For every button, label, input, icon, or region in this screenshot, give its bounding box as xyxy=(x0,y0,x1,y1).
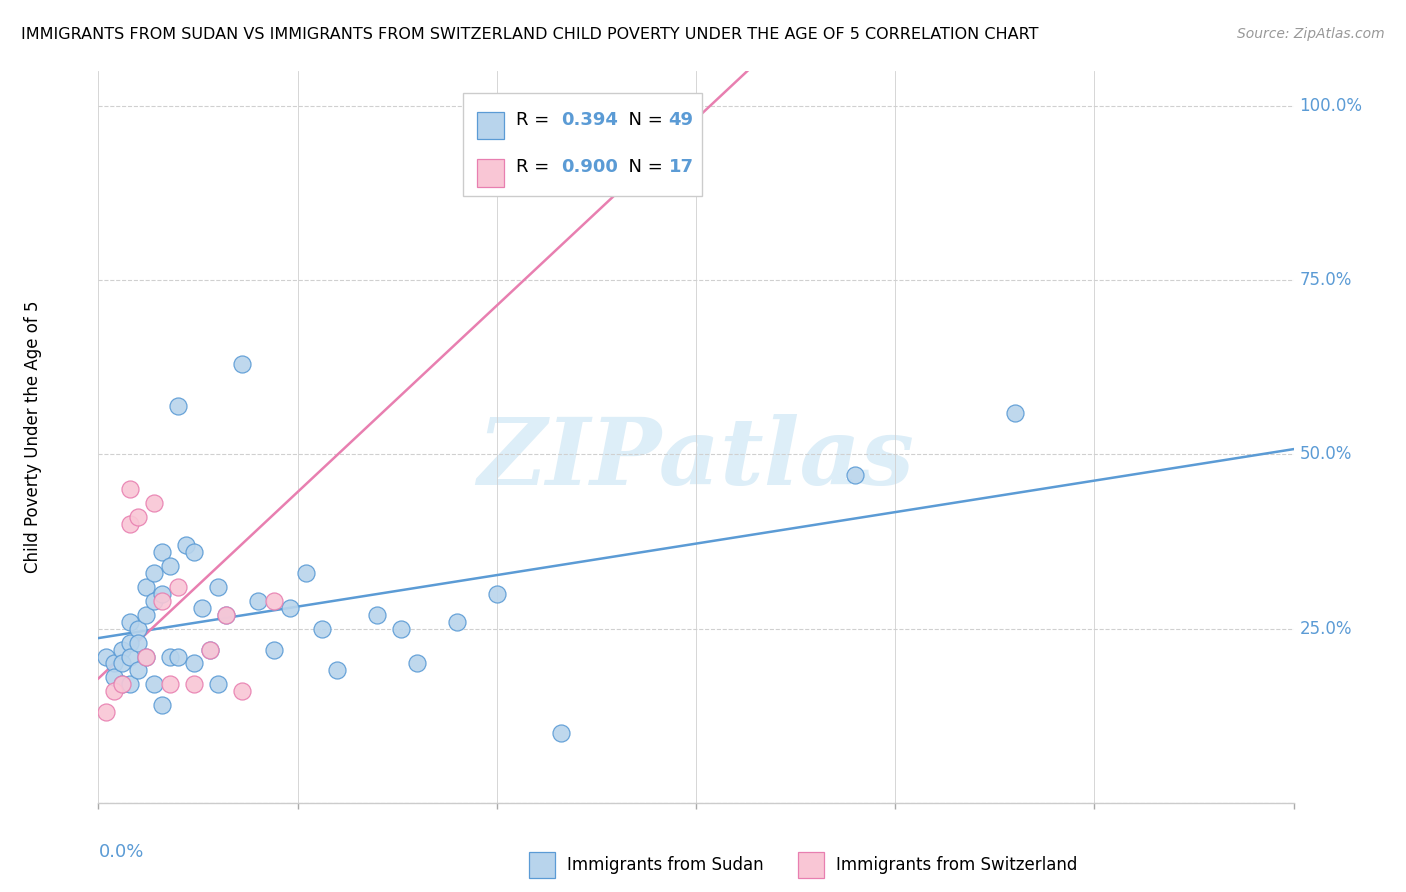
Point xyxy=(135,649,157,664)
Point xyxy=(167,399,190,413)
Text: 100.0%: 100.0% xyxy=(1299,97,1362,115)
Text: R =: R = xyxy=(516,111,554,129)
Point xyxy=(127,622,149,636)
Point xyxy=(215,607,238,622)
Point xyxy=(103,684,125,698)
Text: 0.394: 0.394 xyxy=(561,111,617,129)
FancyBboxPatch shape xyxy=(463,94,702,195)
Point xyxy=(605,99,627,113)
Point xyxy=(150,698,173,713)
Point xyxy=(263,642,285,657)
Point xyxy=(231,357,253,371)
Point xyxy=(150,545,173,559)
FancyBboxPatch shape xyxy=(477,112,503,139)
Point xyxy=(135,580,157,594)
Point xyxy=(111,642,134,657)
Point xyxy=(120,649,142,664)
Point xyxy=(231,684,253,698)
Text: 17: 17 xyxy=(668,159,693,177)
Point xyxy=(167,580,190,594)
Point xyxy=(120,483,142,497)
Point xyxy=(143,496,166,510)
Text: R =: R = xyxy=(516,159,554,177)
Text: N =: N = xyxy=(617,111,669,129)
Point xyxy=(127,635,149,649)
Point xyxy=(207,580,229,594)
Point xyxy=(150,587,173,601)
Point xyxy=(844,468,866,483)
Point xyxy=(198,642,221,657)
Text: 25.0%: 25.0% xyxy=(1299,620,1353,638)
Text: Source: ZipAtlas.com: Source: ZipAtlas.com xyxy=(1237,27,1385,41)
Point xyxy=(159,677,181,691)
Point xyxy=(215,607,238,622)
Text: 50.0%: 50.0% xyxy=(1299,445,1353,464)
Point xyxy=(167,649,190,664)
Text: 75.0%: 75.0% xyxy=(1299,271,1353,289)
Point xyxy=(135,607,157,622)
Point xyxy=(311,622,333,636)
Point xyxy=(111,657,134,671)
Point xyxy=(120,635,142,649)
Text: Immigrants from Sudan: Immigrants from Sudan xyxy=(567,856,763,874)
Point xyxy=(183,677,205,691)
Point xyxy=(96,705,118,719)
Point xyxy=(150,594,173,608)
Point xyxy=(159,649,181,664)
Point xyxy=(127,664,149,678)
Point xyxy=(111,677,134,691)
Point xyxy=(326,664,349,678)
Point xyxy=(485,587,508,601)
Point xyxy=(120,517,142,532)
Point xyxy=(174,538,197,552)
Point xyxy=(198,642,221,657)
Text: N =: N = xyxy=(617,159,669,177)
Point xyxy=(207,677,229,691)
Point xyxy=(389,622,412,636)
FancyBboxPatch shape xyxy=(477,159,503,187)
Point xyxy=(159,558,181,573)
Point xyxy=(143,594,166,608)
FancyBboxPatch shape xyxy=(797,852,824,878)
Point xyxy=(103,657,125,671)
Point xyxy=(183,657,205,671)
Point xyxy=(366,607,388,622)
Point xyxy=(446,615,468,629)
Point xyxy=(294,566,316,580)
Text: IMMIGRANTS FROM SUDAN VS IMMIGRANTS FROM SWITZERLAND CHILD POVERTY UNDER THE AGE: IMMIGRANTS FROM SUDAN VS IMMIGRANTS FROM… xyxy=(21,27,1039,42)
Point xyxy=(120,615,142,629)
Text: 0.0%: 0.0% xyxy=(98,843,143,861)
Point xyxy=(246,594,269,608)
Point xyxy=(1004,406,1026,420)
Point xyxy=(406,657,429,671)
Text: ZIPatlas: ZIPatlas xyxy=(478,414,914,504)
Point xyxy=(127,510,149,524)
Point xyxy=(143,566,166,580)
Point xyxy=(103,670,125,684)
Text: 49: 49 xyxy=(668,111,693,129)
Point xyxy=(550,726,572,740)
FancyBboxPatch shape xyxy=(529,852,555,878)
Point xyxy=(135,649,157,664)
Point xyxy=(191,600,214,615)
Point xyxy=(263,594,285,608)
Point xyxy=(120,677,142,691)
Point xyxy=(111,677,134,691)
Text: Immigrants from Switzerland: Immigrants from Switzerland xyxy=(835,856,1077,874)
Point xyxy=(143,677,166,691)
Text: 0.900: 0.900 xyxy=(561,159,617,177)
Point xyxy=(183,545,205,559)
Point xyxy=(96,649,118,664)
Point xyxy=(278,600,301,615)
Text: Child Poverty Under the Age of 5: Child Poverty Under the Age of 5 xyxy=(24,301,42,574)
